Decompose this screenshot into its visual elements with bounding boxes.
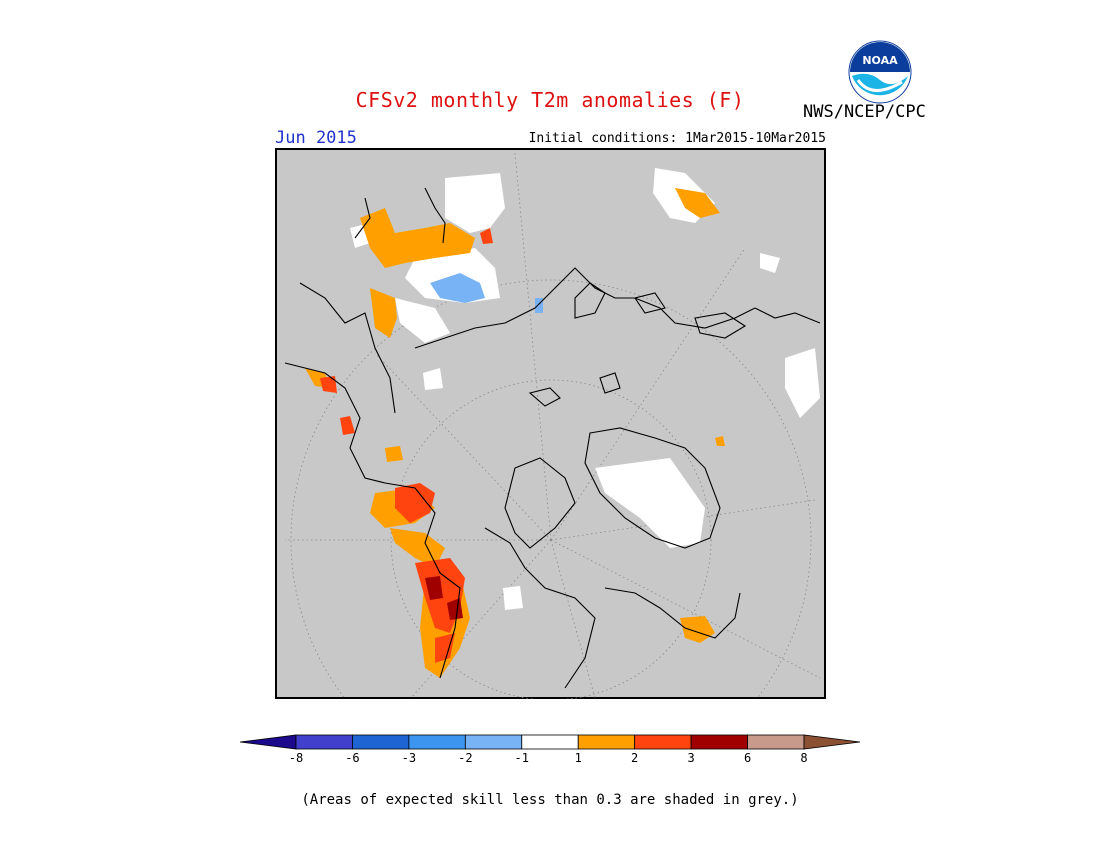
chart-title: CFSv2 monthly T2m anomalies (F) [355,88,745,112]
legend-bin [239,734,297,750]
legend-bins [239,734,861,750]
legend-tick-label: -6 [345,751,359,765]
legend-tick-label: 1 [575,751,582,765]
legend-tick-labels: -8 -6 -3 -2 -1 1 2 3 6 8 [289,751,808,765]
legend-bin [747,734,805,750]
agency-label: NWS/NCEP/CPC [803,102,926,122]
legend-tick-label: -3 [402,751,416,765]
legend-tick-label: 3 [687,751,694,765]
legend-bin [690,734,748,750]
polar-map [275,148,826,699]
legend-bin [408,734,466,750]
legend-bin [803,734,861,750]
logo-text: NOAA [862,54,898,67]
legend-tick-label: -1 [515,751,529,765]
month-label: Jun 2015 [275,128,357,148]
legend-tick-label: 2 [631,751,638,765]
legend-tick-label: 6 [744,751,751,765]
legend-tick-label: -8 [289,751,303,765]
legend-tick-label: -2 [458,751,472,765]
color-legend: -8 -6 -3 -2 -1 1 2 3 6 8 [239,734,861,765]
legend-tick-label: 8 [800,751,807,765]
dark-red-warm-areas [425,576,463,620]
legend-bin [634,734,692,750]
initial-conditions-label: Initial conditions: 1Mar2015-10Mar2015 [528,131,826,146]
coastlines [284,187,821,689]
legend-bin [352,734,410,750]
noaa-logo: NOAA [848,40,912,104]
legend-bin [521,734,579,750]
legend-bin [577,734,636,750]
skill-note: (Areas of expected skill less than 0.3 a… [301,792,799,808]
legend-bin [295,734,353,750]
legend-bin [464,734,523,750]
